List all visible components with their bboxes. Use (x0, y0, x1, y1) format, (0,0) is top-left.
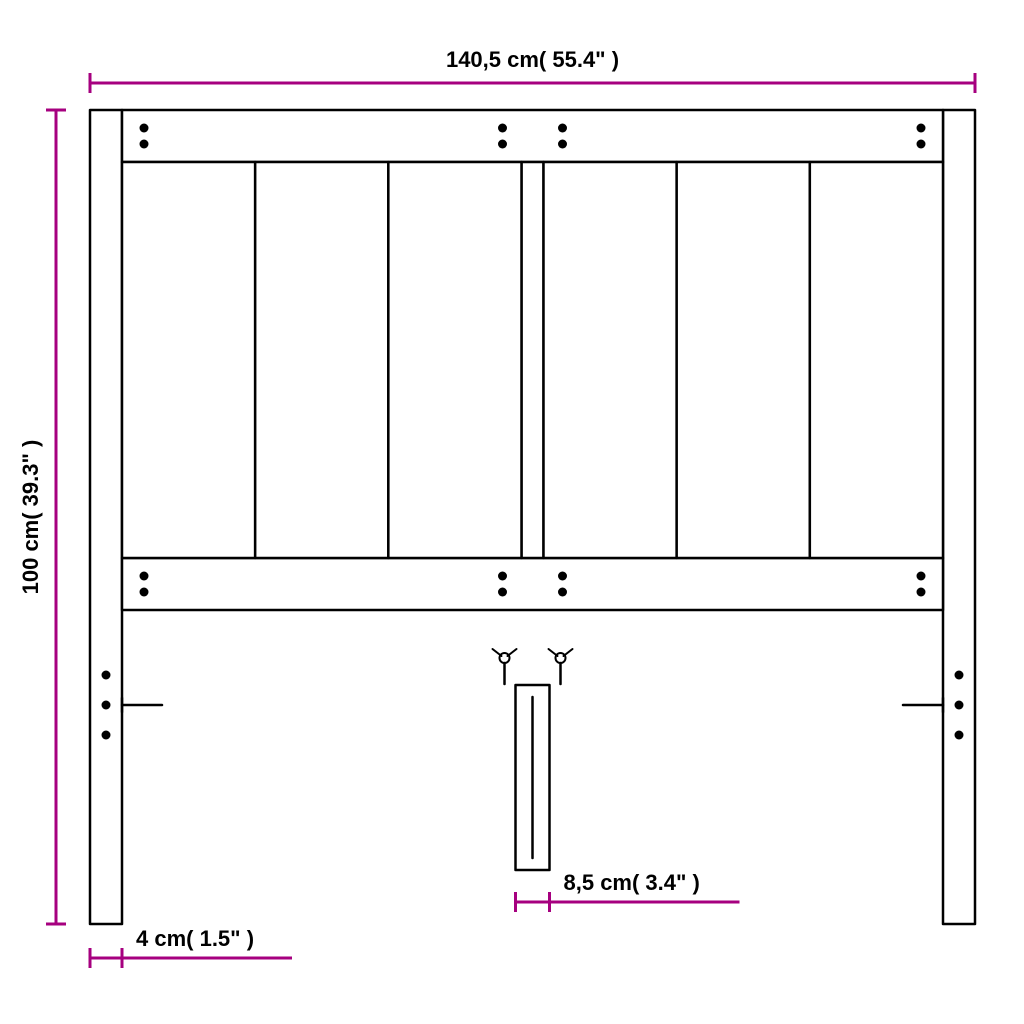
dim-label: 8,5 cm( 3.4" ) (564, 870, 700, 895)
dim-label: 100 cm( 39.3" ) (18, 440, 43, 595)
dim-label: 140,5 cm( 55.4" ) (446, 47, 619, 72)
dim-label: 4 cm( 1.5" ) (136, 926, 254, 951)
